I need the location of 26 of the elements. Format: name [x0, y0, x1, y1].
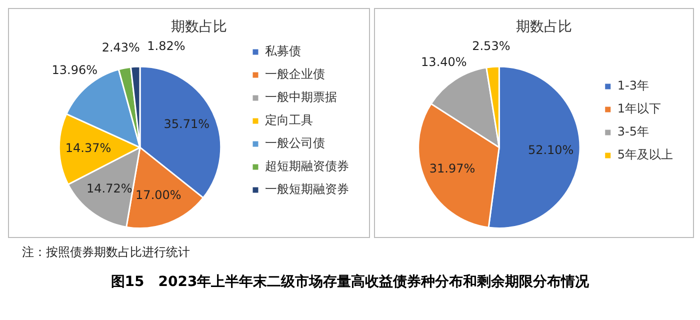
legend-label: 定向工具: [265, 113, 313, 128]
data-label: 52.10%: [528, 142, 574, 157]
legend-label: 1年以下: [617, 102, 662, 116]
data-label: 31.97%: [429, 161, 476, 176]
legend-label: 一般企业债: [265, 67, 325, 82]
legend-label: 超短期融资债券: [265, 159, 349, 174]
text: 注：按照债券期数占比进行统计: [22, 244, 191, 261]
chart-title: 期数占比: [516, 19, 572, 36]
data-label: 14.72%: [86, 181, 132, 196]
legend-label: 一般短期融资券: [265, 182, 349, 196]
data-label: 2.53%: [472, 38, 510, 53]
legend-label: 1-3年: [617, 78, 649, 93]
legend-label: 一般公司债: [265, 136, 325, 150]
data-label: 2.43%: [102, 40, 140, 55]
data-label: 35.71%: [164, 117, 210, 132]
legend-label: 3-5年: [617, 124, 649, 139]
text: 图15 2023年上半年末二级市场存量高收益债券种分布和剩余期限分布情况: [110, 273, 590, 291]
chart-title: 期数占比: [171, 19, 227, 36]
data-label: 13.96%: [52, 62, 98, 77]
data-label: 14.37%: [65, 140, 112, 155]
data-label: 13.40%: [421, 55, 467, 70]
legend-label: 私募债: [265, 44, 301, 58]
legend-label: 5年及以上: [617, 148, 674, 162]
legend-label: 一般中期票据: [265, 90, 337, 104]
data-label: 1.82%: [147, 38, 186, 53]
data-label: 17.00%: [136, 188, 182, 202]
